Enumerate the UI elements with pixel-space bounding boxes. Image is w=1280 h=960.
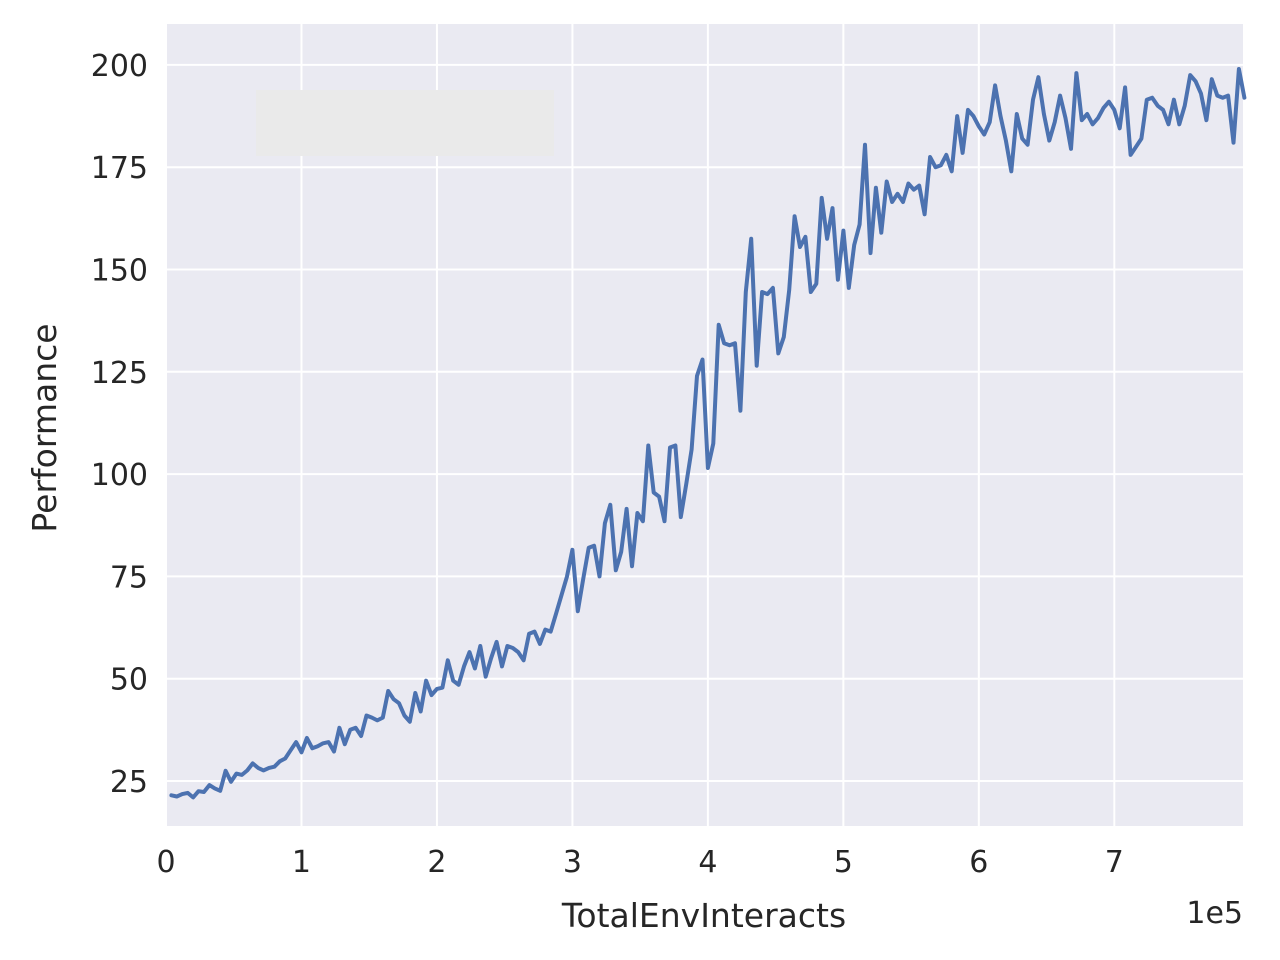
y-tick-label: 75 [110,560,148,595]
x-tick-label: 6 [969,845,988,880]
y-tick-label: 50 [110,663,148,698]
y-tick-label: 125 [91,356,148,391]
y-tick-label: 25 [110,765,148,800]
x-tick-labels: 0 1 2 3 4 5 6 7 [156,845,1123,880]
y-tick-label: 175 [91,151,148,186]
x-tick-label: 1 [292,845,311,880]
x-tick-label: 7 [1105,845,1124,880]
x-offset-label: 1e5 [1186,896,1243,931]
x-tick-label: 4 [698,845,717,880]
legend-box [256,90,554,156]
y-axis-label: Performance [25,323,64,532]
y-tick-labels: 25 50 75 100 125 150 175 200 [91,49,148,800]
x-tick-label: 3 [563,845,582,880]
y-tick-label: 150 [91,254,148,289]
series-line [169,67,1247,800]
x-tick-label: 2 [427,845,446,880]
grid [165,24,1243,826]
x-tick-label: 0 [156,845,175,880]
x-axis-label: TotalEnvInteracts [561,896,846,935]
x-tick-label: 5 [834,845,853,880]
y-tick-label: 100 [91,458,148,493]
y-tick-label: 200 [91,49,148,84]
